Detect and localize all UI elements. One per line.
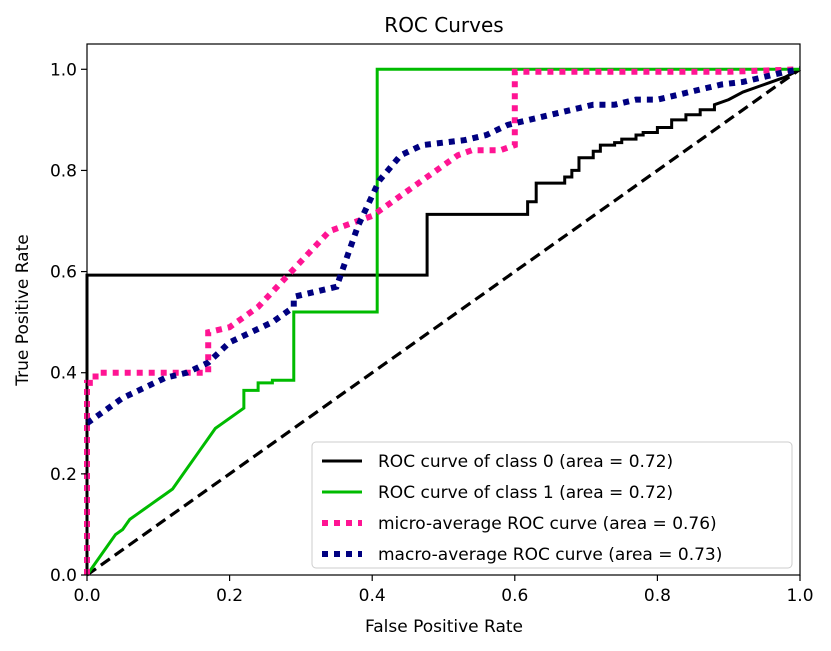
y-tick-label: 0.0 [50, 566, 77, 586]
y-axis-label: True Positive Rate [13, 234, 33, 386]
series-line-macro-average-roc-curve-area-0-73 [85, 66, 801, 426]
x-axis: 0.0 0.2 0.4 0.6 0.8 1.0 [73, 575, 814, 606]
legend-label: ROC curve of class 1 (area = 0.72) [378, 483, 673, 503]
x-tick-label: 0.2 [216, 586, 243, 606]
series-layer [84, 66, 801, 577]
legend-label: ROC curve of class 0 (area = 0.72) [378, 452, 673, 472]
y-tick-label: 0.4 [50, 364, 77, 384]
x-tick-label: 0.0 [73, 586, 100, 606]
x-axis-label: False Positive Rate [365, 617, 523, 637]
chart-title: ROC Curves [384, 13, 503, 37]
y-tick-label: 0.8 [50, 161, 77, 181]
legend-label: micro-average ROC curve (area = 0.76) [378, 514, 717, 534]
x-tick-label: 1.0 [786, 586, 813, 606]
y-tick-label: 0.6 [50, 263, 77, 283]
legend: ROC curve of class 0 (area = 0.72) ROC cu… [311, 441, 793, 569]
legend-box [311, 441, 793, 569]
x-tick-label: 0.8 [644, 586, 671, 606]
y-tick-label: 0.2 [50, 465, 77, 485]
x-tick-label: 0.4 [359, 586, 386, 606]
series-line-micro-average-roc-curve-area-0-76 [84, 66, 801, 575]
series-line-chance [86, 67, 801, 577]
plot-frame [86, 43, 801, 576]
series-line-roc-curve-of-class-0-area-0-72 [85, 67, 801, 575]
y-tick-label: 1.0 [50, 60, 77, 80]
x-tick-label: 0.6 [501, 586, 528, 606]
legend-label: macro-average ROC curve (area = 0.73) [378, 545, 722, 565]
y-axis: 0.0 0.2 0.4 0.6 0.8 1.0 [50, 60, 87, 586]
series-line-roc-curve-of-class-1-area-0-72 [85, 67, 800, 576]
